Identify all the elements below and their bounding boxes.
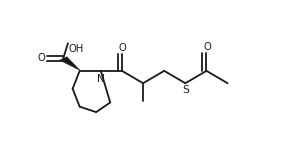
Text: O: O	[118, 43, 126, 53]
Text: O: O	[37, 53, 45, 63]
Text: O: O	[203, 42, 211, 52]
Polygon shape	[60, 57, 80, 70]
Text: OH: OH	[69, 44, 84, 54]
Text: S: S	[182, 85, 189, 95]
Text: N: N	[97, 74, 105, 84]
